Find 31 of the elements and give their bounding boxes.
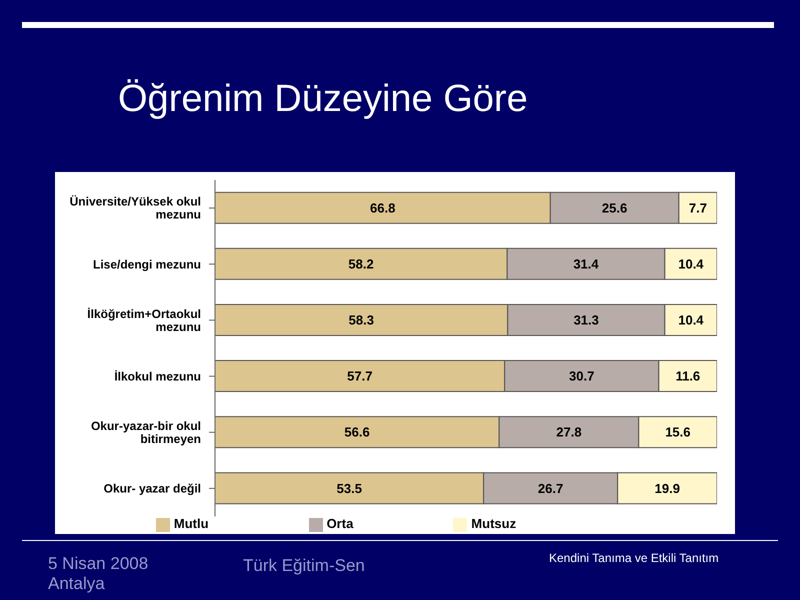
y-tick-label: İlkokul mezunu [114,369,201,384]
data-label: 58.3 [348,312,374,328]
text: Kendini Tanıma ve Etkili Tanıtım [549,551,719,565]
legend-label: Mutlu [174,516,209,532]
data-label: 27.8 [556,424,582,440]
data-label: 66.8 [370,200,396,216]
data-label: 26.7 [538,480,564,496]
data-label: 19.9 [654,480,680,496]
text: 5 Nisan 2008 Antalya [48,554,150,594]
y-tick-label: Okur-yazar-bir okul bitirmeyen [90,419,201,446]
data-label: 11.6 [676,368,700,384]
legend-label: Orta [326,516,354,532]
data-label: 25.6 [602,200,628,216]
data-label: 10.4 [678,312,704,328]
data-label: 10.4 [678,256,704,272]
y-tick-label: İlköğretim+Ortaokul mezunu [87,306,201,334]
text: Türk Eğitim-Sen [243,556,365,576]
data-label: 56.6 [344,424,370,440]
data-label: 58.2 [348,256,374,272]
data-label: 31.3 [574,312,599,328]
chart-title: Öğrenim Düzeyine Göre [118,78,528,121]
y-tick-label: Üniversite/Yüksek okul mezunu [70,194,201,222]
data-label: 7.7 [688,200,707,216]
data-label: 15.6 [665,424,690,440]
data-label: 30.7 [569,368,594,384]
y-tick-label: Lise/dengi mezunu [92,257,201,272]
y-tick-label: Okur- yazar değil [104,482,201,496]
data-label: 53.5 [336,480,362,496]
data-label: 31.4 [573,256,600,272]
legend-label: Mutsuz [471,516,516,532]
data-label: 57.7 [347,368,372,384]
